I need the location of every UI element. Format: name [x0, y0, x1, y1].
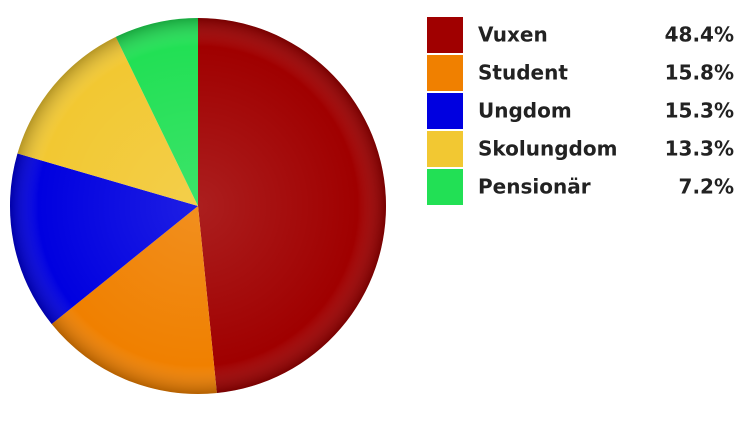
legend-swatch — [427, 55, 463, 91]
pie-slice — [198, 18, 386, 394]
legend-label: Ungdom — [478, 99, 572, 123]
legend-value: 7.2% — [679, 175, 734, 199]
legend-value: 15.8% — [665, 61, 734, 85]
legend-swatch — [427, 93, 463, 129]
legend-swatch — [427, 169, 463, 205]
legend-label: Vuxen — [478, 23, 548, 47]
legend-value: 48.4% — [665, 23, 734, 47]
legend-value: 13.3% — [665, 137, 734, 161]
legend-swatch — [427, 131, 463, 167]
legend-swatch — [427, 17, 463, 53]
legend-label: Skolungdom — [478, 137, 617, 161]
legend-value: 15.3% — [665, 99, 734, 123]
legend-label: Pensionär — [478, 175, 591, 199]
legend-label: Student — [478, 61, 568, 85]
